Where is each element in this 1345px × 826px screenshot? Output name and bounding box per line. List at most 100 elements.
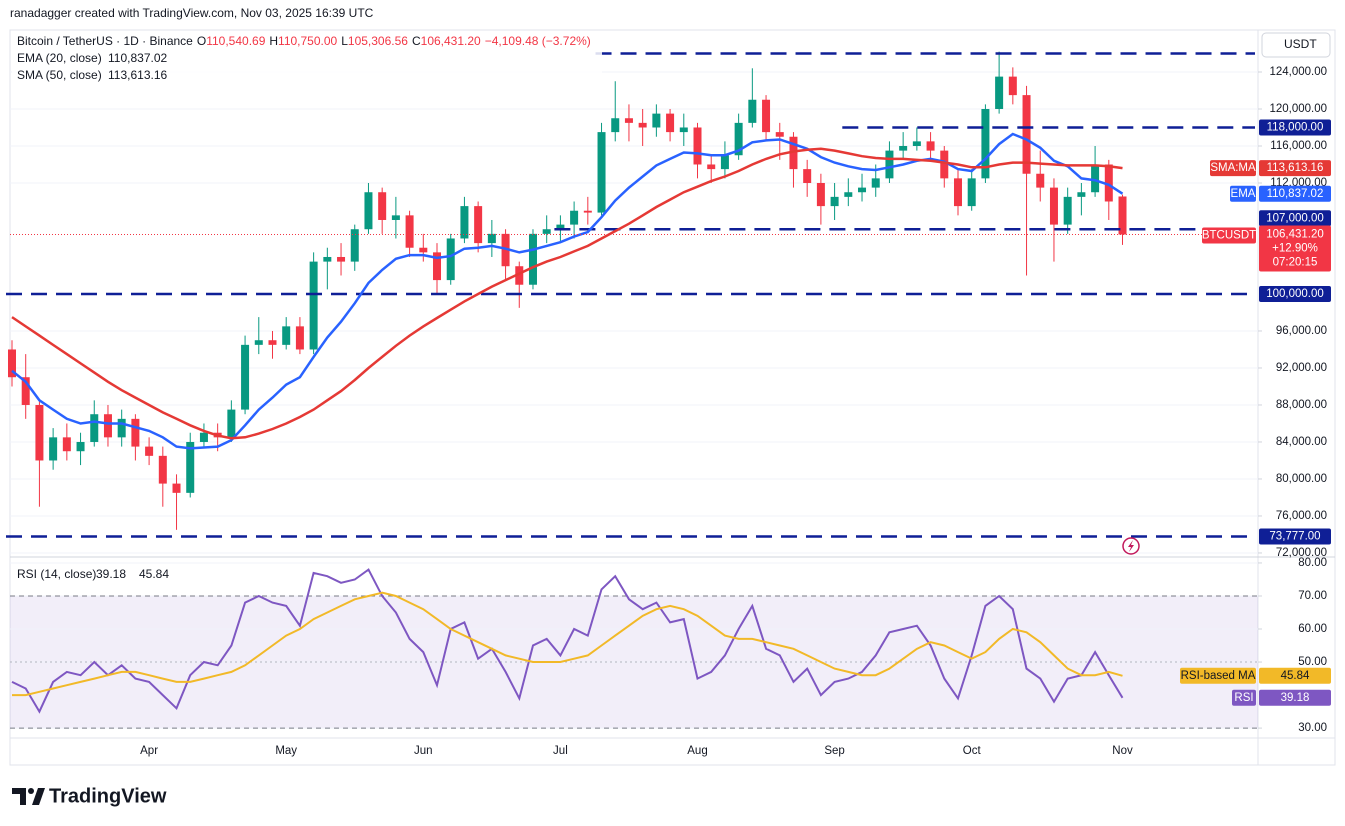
level-badge-bg bbox=[1259, 210, 1331, 227]
indicator-line bbox=[12, 591, 1123, 697]
candle-body bbox=[995, 76, 1004, 109]
series-badge: 39.18 bbox=[1281, 692, 1310, 704]
candle-body bbox=[830, 196, 839, 207]
indicator-value: 113,613.16 bbox=[108, 68, 167, 82]
candle-body bbox=[254, 340, 263, 345]
candle-body bbox=[624, 118, 633, 123]
candle-body bbox=[49, 437, 58, 461]
indicator-name: SMA (50, close) bbox=[17, 68, 102, 82]
candle-body bbox=[679, 127, 688, 133]
candle-body bbox=[775, 132, 784, 137]
candle-body bbox=[899, 145, 908, 151]
alert-bolt bbox=[1128, 540, 1134, 552]
candle-body bbox=[528, 233, 537, 285]
series-tag: EMA bbox=[1231, 188, 1256, 200]
y-tick-label: 120,000.00 bbox=[1269, 103, 1327, 115]
level-badge: 73,777.00 bbox=[1269, 531, 1320, 543]
series-badge-bg bbox=[1259, 667, 1331, 684]
last-price-change: +12.90% bbox=[1272, 243, 1318, 255]
y-tick-label: 70.00 bbox=[1298, 590, 1327, 602]
candle-body bbox=[707, 164, 716, 170]
currency: USDT bbox=[1284, 37, 1317, 51]
candle-body bbox=[35, 404, 44, 461]
currency-box[interactable] bbox=[1261, 32, 1331, 58]
ohlc-value: 105,306.56 bbox=[348, 34, 408, 48]
attribution: ranadagger created with TradingView.com,… bbox=[10, 6, 374, 20]
candle-body bbox=[350, 229, 359, 262]
y-tick-label: 50.00 bbox=[1298, 656, 1327, 668]
candle-body bbox=[515, 266, 524, 285]
rsi-ma-value: 45.84 bbox=[139, 567, 169, 581]
candle-body bbox=[378, 192, 387, 220]
ohlc-key: C bbox=[412, 34, 421, 48]
candle-body bbox=[90, 414, 99, 442]
symbol: Bitcoin / TetherUS · 1D · Binance bbox=[17, 34, 193, 48]
logo-mark bbox=[32, 788, 45, 805]
y-tick-label: 60.00 bbox=[1298, 623, 1327, 635]
header-bg bbox=[12, 33, 602, 85]
last-price-badge-bg bbox=[1259, 225, 1331, 272]
series-badge-bg bbox=[1259, 689, 1331, 706]
candle-body bbox=[816, 182, 825, 207]
level-badge: 100,000.00 bbox=[1266, 288, 1324, 300]
candle-body bbox=[638, 122, 647, 128]
badges: 118,000.00 107,000.00 100,000.00 73,777.00 1… bbox=[1180, 119, 1331, 706]
candle-body bbox=[241, 344, 250, 410]
candle-body bbox=[720, 155, 729, 170]
candle-body bbox=[871, 178, 880, 188]
series-badge: 110,837.02 bbox=[1267, 188, 1324, 200]
candle-body bbox=[789, 136, 798, 170]
candle-body bbox=[295, 326, 304, 350]
candle-body bbox=[227, 409, 236, 438]
x-tick-label: Sep bbox=[824, 745, 844, 757]
indicator-line bbox=[11, 132, 1124, 450]
candle-body bbox=[158, 455, 167, 484]
y-tick-label: 88,000.00 bbox=[1276, 399, 1327, 411]
candle-body bbox=[953, 178, 962, 207]
candle-body bbox=[1077, 192, 1086, 197]
candle-body bbox=[666, 113, 675, 133]
change: −4,109.48 (−3.72%) bbox=[485, 34, 591, 48]
candle-body bbox=[474, 206, 483, 244]
candle-body bbox=[762, 99, 771, 133]
candle-body bbox=[556, 224, 565, 230]
last-price-tag: BTCUSDT bbox=[1202, 230, 1256, 242]
candle-body bbox=[117, 418, 126, 438]
level-badge-bg bbox=[1259, 285, 1331, 302]
indicator-line bbox=[11, 568, 1124, 714]
candle-body bbox=[172, 483, 181, 493]
series-badge: 113,613.16 bbox=[1267, 162, 1324, 174]
candle-body bbox=[405, 215, 414, 248]
candle-body bbox=[8, 349, 16, 378]
candle-body bbox=[583, 210, 592, 213]
series-tag: RSI-based MA bbox=[1181, 670, 1256, 682]
candle-body bbox=[186, 441, 195, 493]
indicator-line bbox=[11, 147, 1123, 440]
candle-body bbox=[62, 437, 71, 452]
rsi-title: RSI (14, close) bbox=[17, 567, 96, 581]
level-badge-bg bbox=[1259, 119, 1331, 136]
candle-body bbox=[1008, 76, 1017, 96]
indicator-value: 110,837.02 bbox=[108, 51, 167, 65]
candle-body bbox=[693, 127, 702, 165]
candle-body bbox=[323, 256, 332, 262]
alert-icon[interactable] bbox=[1122, 537, 1140, 555]
candle-body bbox=[337, 256, 346, 262]
x-tick-label: Jun bbox=[414, 745, 433, 757]
x-tick-label: Jul bbox=[553, 745, 568, 757]
candle-body bbox=[501, 233, 510, 267]
candle-body bbox=[940, 150, 949, 179]
candle-body bbox=[1091, 164, 1100, 193]
header: Bitcoin / TetherUS · 1D · Binance O110,54… bbox=[12, 33, 602, 85]
candle-body bbox=[282, 326, 291, 345]
level-badge-bg bbox=[1259, 528, 1331, 545]
ohlc-value: 110,540.69 bbox=[206, 34, 265, 48]
candle-body bbox=[419, 247, 428, 253]
x-tick-label: Nov bbox=[1112, 745, 1133, 757]
candle-body bbox=[131, 418, 140, 447]
y-tick-label: 80,000.00 bbox=[1276, 473, 1327, 485]
last-price-tag-bg bbox=[1202, 227, 1256, 244]
candle-body bbox=[460, 206, 469, 239]
y-tick-label: 92,000.00 bbox=[1276, 362, 1327, 374]
candle-body bbox=[1118, 196, 1127, 235]
